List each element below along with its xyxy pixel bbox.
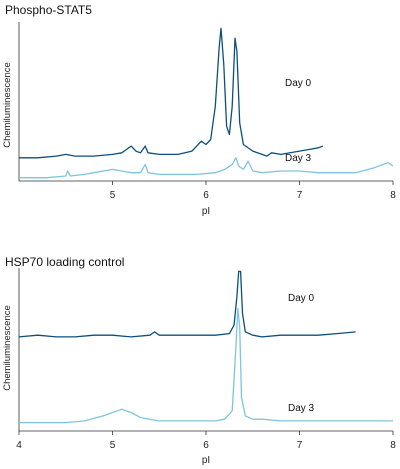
x-ticks: 5 6 7 8 xyxy=(110,181,396,201)
series-line-day0 xyxy=(18,270,356,338)
series-label-day3: Day 3 xyxy=(288,403,315,414)
panel-phospho-stat5: Phospho-STAT5 Chemiluminescence 5 6 7 8 Day… xyxy=(2,3,396,217)
x-tick-label: 8 xyxy=(390,190,396,201)
x-tick-label: 7 xyxy=(297,190,303,201)
axis-lines xyxy=(18,268,393,432)
series-lines xyxy=(18,270,393,424)
y-axis-label: Chemiluminescence xyxy=(2,305,13,391)
series-line-day3 xyxy=(19,157,394,179)
x-tick-label: 4 xyxy=(16,440,22,451)
x-tick-label: 8 xyxy=(390,440,396,451)
series-label-day3: Day 3 xyxy=(285,153,312,164)
panel-hsp70: HSP70 loading control Chemiluminescence … xyxy=(2,255,396,466)
x-ticks: 4 5 6 7 8 xyxy=(16,431,396,451)
series-line-day0 xyxy=(19,27,324,159)
x-tick-label: 5 xyxy=(110,440,116,451)
x-axis-label: pI xyxy=(202,455,210,466)
x-tick-label: 5 xyxy=(110,190,116,201)
series-label-day0: Day 0 xyxy=(288,293,315,304)
axis-lines xyxy=(18,22,393,182)
x-tick-label: 6 xyxy=(203,190,209,201)
panel-title: HSP70 loading control xyxy=(5,255,124,269)
x-tick-label: 7 xyxy=(297,440,303,451)
series-label-day0: Day 0 xyxy=(285,78,312,89)
series-lines xyxy=(19,27,394,179)
x-tick-label: 6 xyxy=(203,440,209,451)
panel-title: Phospho-STAT5 xyxy=(5,3,92,17)
series-line-day3 xyxy=(19,307,393,424)
x-axis-label: pI xyxy=(202,206,210,217)
y-axis-label: Chemiluminescence xyxy=(2,62,13,148)
